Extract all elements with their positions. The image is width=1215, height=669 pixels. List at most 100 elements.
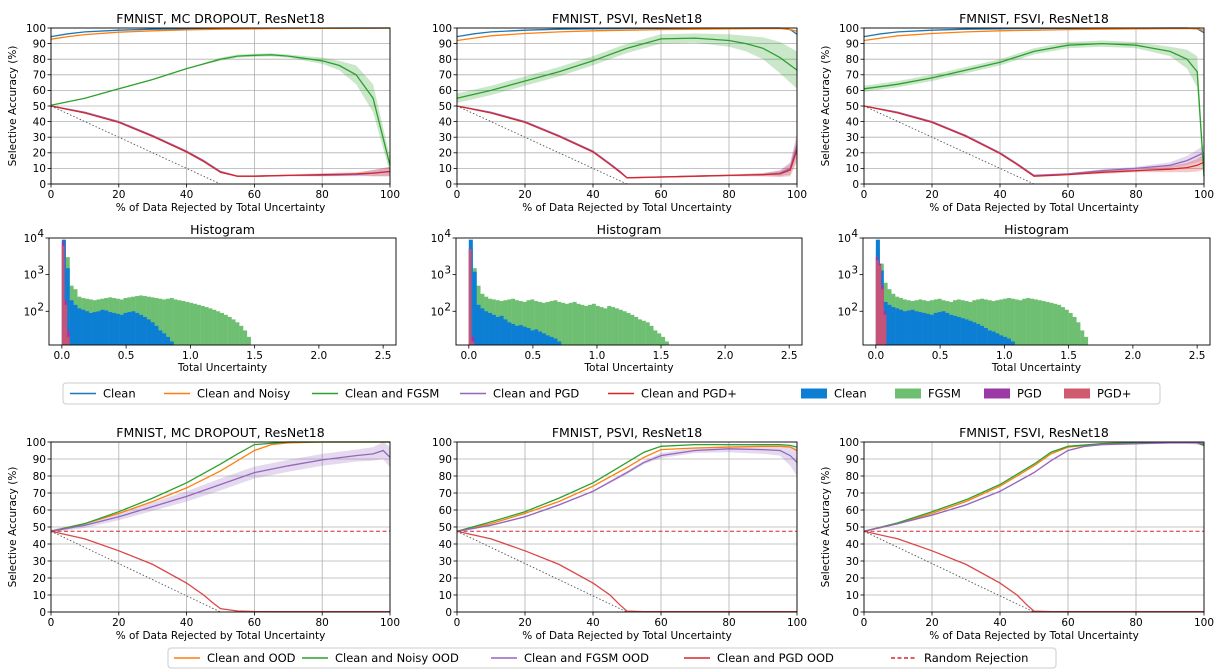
histogram-bar — [983, 299, 988, 345]
x-tick-label: 40 — [586, 189, 599, 201]
histogram-bar — [591, 303, 596, 345]
y-tick-label: 70 — [846, 488, 859, 500]
histogram-bar — [216, 311, 221, 345]
legend-label: Clean and FGSM OOD — [524, 651, 649, 665]
y-tick-label: 70 — [439, 70, 452, 82]
histogram-bar — [875, 260, 879, 345]
legend-bottom: Clean and OOD Clean and Noisy OOD Clean an… — [167, 647, 1057, 669]
histogram-bar — [1003, 336, 1008, 345]
histogram-bar — [891, 307, 896, 345]
x-tick-label: 100 — [787, 189, 807, 201]
histogram-bar — [514, 300, 519, 345]
histogram-bar — [88, 312, 93, 345]
legend-label: Clean and Noisy — [197, 387, 290, 401]
x-tick-label: 2.5 — [375, 350, 392, 362]
series-line — [456, 105, 798, 179]
series-line — [50, 530, 221, 613]
histogram-bar — [587, 304, 593, 345]
y-tick-label: 10 — [24, 306, 37, 318]
y-tick-label: 10 — [846, 163, 859, 175]
y-tick-label: 0 — [39, 179, 46, 191]
chart-title: FMNIST, FSVI, ResNet18 — [959, 425, 1109, 440]
x-tick-label: 0 — [48, 617, 55, 629]
histogram-bar — [538, 331, 543, 345]
y-tick-label: 70 — [33, 488, 46, 500]
histogram-bar — [603, 308, 608, 345]
x-tick-label: 40 — [993, 189, 1006, 201]
histogram-bar — [576, 303, 581, 345]
y-tick-exponent: 3 — [37, 265, 44, 277]
legend-patch — [984, 388, 1010, 399]
y-tick-exponent: 2 — [851, 301, 858, 313]
x-tick-label: 20 — [112, 189, 125, 201]
histogram-bar — [664, 341, 669, 345]
histogram-bar — [64, 304, 68, 345]
series-line — [863, 42, 1205, 177]
chart-title: FMNIST, FSVI, ResNet18 — [959, 11, 1109, 26]
histogram-bar — [1068, 312, 1073, 345]
histogram-bar — [607, 305, 612, 345]
y-tick-label: 0 — [852, 607, 859, 619]
series-line — [456, 448, 798, 532]
y-tick-label: 10 — [431, 233, 444, 245]
histogram-bar — [511, 323, 516, 345]
series-line — [50, 54, 391, 166]
y-tick-label: 90 — [439, 454, 452, 466]
histogram-bar — [200, 305, 205, 345]
y-tick-label: 60 — [846, 85, 859, 97]
histogram-bar — [534, 329, 539, 345]
y-tick-label: 70 — [439, 488, 452, 500]
y-tick-label: 20 — [439, 573, 452, 585]
histogram-bar — [595, 305, 600, 345]
histogram-bar — [1064, 309, 1069, 345]
histogram-bar — [960, 318, 965, 345]
x-tick-label: 1.5 — [246, 350, 263, 362]
histogram-bar — [949, 314, 954, 345]
histogram-bar — [77, 308, 82, 345]
x-tick-label: 20 — [518, 189, 531, 201]
x-tick-label: 2.5 — [781, 350, 798, 362]
y-axis-label: Selective Accuracy (%) — [7, 467, 19, 588]
histogram-bar — [883, 314, 887, 345]
histogram-bar — [165, 336, 171, 345]
series-line — [456, 530, 628, 613]
y-tick-label: 50 — [846, 522, 859, 534]
histogram-bar — [115, 313, 120, 345]
series-line — [863, 105, 1205, 177]
histogram-bar — [637, 319, 643, 345]
x-tick-label: 0 — [48, 189, 55, 201]
histogram-bar — [545, 335, 550, 345]
histogram-bar — [1003, 298, 1008, 345]
x-tick-label: 60 — [1061, 189, 1074, 201]
histogram-bar — [219, 312, 224, 345]
histogram-bar — [65, 268, 70, 345]
y-tick-label: 100 — [839, 23, 859, 35]
series-line — [456, 37, 798, 99]
histogram-bar — [123, 312, 128, 345]
legend-top: Clean Clean and Noisy Clean and FGSM Clean … — [62, 382, 1161, 405]
x-tick-label: 60 — [1061, 617, 1074, 629]
x-tick-label: 1.0 — [589, 350, 606, 362]
histogram-bar — [1053, 303, 1058, 345]
y-tick-label: 40 — [439, 539, 452, 551]
legend-label: Clean and PGD+ — [641, 387, 737, 401]
histogram-bar — [480, 308, 485, 345]
legend-label: Clean — [834, 387, 867, 401]
y-tick-label: 70 — [846, 70, 859, 82]
series-line — [863, 530, 1035, 613]
histogram-bar — [964, 319, 969, 345]
legend-label: Clean and OOD — [207, 651, 296, 665]
x-tick-label: 100 — [380, 617, 400, 629]
panel-bottom-middle: 0 20 40 60 80 100 0 10 20 30 40 50 60 70 80 90 100 FMNIST… — [432, 425, 807, 642]
x-tick-label: 0.0 — [868, 350, 885, 362]
panel-top-middle: 0 20 40 60 80 100 0 10 20 30 40 50 60 70 80 90 100 FMNIST… — [432, 11, 807, 214]
series-line — [50, 105, 221, 185]
y-tick-label: 20 — [439, 148, 452, 160]
y-tick-label: 100 — [432, 23, 452, 35]
histogram-bar — [131, 311, 136, 345]
histogram-bar — [231, 319, 236, 345]
x-axis-label: % of Data Rejected by Total Uncertainty — [522, 630, 732, 642]
y-tick-label: 80 — [846, 471, 859, 483]
x-tick-label: 40 — [586, 617, 599, 629]
